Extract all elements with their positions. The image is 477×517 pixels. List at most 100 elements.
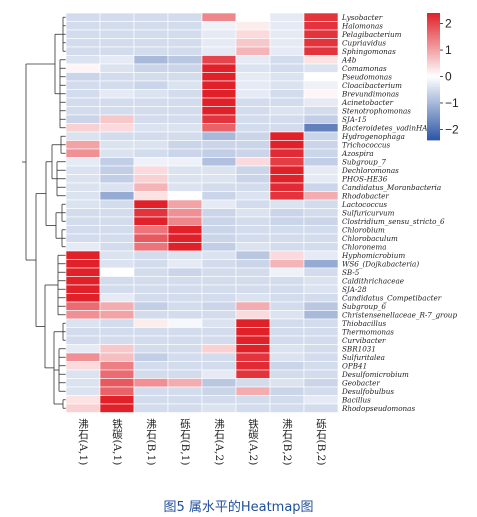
heatmap-cell [201,174,237,184]
heatmap-cell [201,131,237,141]
colorbar-segment [427,97,440,101]
colorbar-segment [427,25,440,29]
heatmap-cell [133,21,169,31]
heatmap-cell [201,284,237,294]
heatmap-cell [133,233,169,243]
heatmap-cell [133,242,169,252]
heatmap-cell [167,165,203,175]
heatmap-cell [303,165,339,175]
heatmap-cell [201,123,237,133]
heatmap-cell [167,293,203,303]
heatmap-cell [303,63,339,73]
row-label: Rhodobacter [341,191,389,200]
heatmap-cell [167,208,203,218]
heatmap-cell [269,242,305,252]
heatmap-cell [167,148,203,158]
heatmap-cell [65,174,101,184]
heatmap-cell [65,123,101,133]
colorbar-segment [427,17,440,20]
row-label: Trichococcus [342,140,391,149]
colorbar-segment [427,21,440,24]
heatmap-cell [235,72,271,82]
heatmap-cell [65,46,101,56]
heatmap-cell [201,242,237,252]
heatmap-cell [99,199,135,209]
heatmap-cell [167,310,203,320]
heatmap-cell [133,301,169,311]
heatmap-cell [167,106,203,116]
row-label: Halomonas [341,21,383,30]
colorbar-segment [427,15,440,18]
heatmap-cell [235,225,271,235]
colorbar-segment [427,93,440,96]
heatmap-cell [133,191,169,201]
heatmap-cell [133,361,169,371]
colorbar-segment [427,32,440,35]
row-label: Subgroup_6 [342,302,386,311]
heatmap-cell [201,38,237,48]
row-label: SJA-15 [342,115,367,124]
heatmap-cell [167,55,203,65]
colorbar-segment [427,127,440,130]
heatmap-cell [99,208,135,218]
colorbar-segment [427,82,440,86]
colorbar-segment [427,131,440,135]
heatmap-cell [303,157,339,167]
heatmap-cell [201,97,237,107]
colorbar-segment [427,104,440,107]
heatmap-cell [201,344,237,354]
heatmap-cell [167,114,203,124]
heatmap-cell [133,174,169,184]
heatmap-cell [133,352,169,362]
colorbar-segment [427,74,440,77]
colorbar-segment [427,91,440,94]
heatmap-cell [133,225,169,235]
heatmap-cell [167,191,203,201]
heatmap-cell [303,395,339,405]
colorbar-segment [427,70,440,73]
heatmap-cell [269,386,305,396]
heatmap-cell [269,131,305,141]
heatmap-cell [269,89,305,99]
row-label: Thiobacillus [342,319,386,328]
heatmap-cell [133,131,169,141]
heatmap-cell [235,344,271,354]
heatmap-cell [133,106,169,116]
heatmap-cell [65,72,101,82]
heatmap-cell [65,310,101,320]
heatmap-cell [65,97,101,107]
heatmap-cell [65,148,101,158]
colorbar-segment [427,36,440,39]
heatmap-cell [167,46,203,56]
colorbar-segment [427,123,440,126]
row-label: Lysobacter [341,13,383,22]
colorbar-segment [427,42,440,46]
heatmap-cell [303,182,339,192]
heatmap-cell [269,369,305,379]
heatmap-cell [303,361,339,371]
heatmap-cell [133,250,169,260]
heatmap-cell [65,63,101,73]
row-label: Hyphomicrobium [341,251,405,260]
colorbar-segment [427,34,440,37]
heatmap-cell [235,378,271,388]
row-label: Christensenellaceae_R-7_group [342,310,457,319]
row-label: Cupriavidus [342,38,386,47]
heatmap-cell [269,395,305,405]
heatmap-cell [167,233,203,243]
heatmap-cell [269,97,305,107]
heatmap-cell [201,165,237,175]
heatmap-cell [269,46,305,56]
heatmap-cell [235,89,271,99]
row-label: Comamonas [342,64,387,73]
heatmap-cell [303,335,339,345]
row-label: Sphingomonas [342,47,396,56]
heatmap-cell [99,191,135,201]
heatmap-cell [167,131,203,141]
heatmap-cell [269,12,305,22]
heatmap-cell [167,267,203,277]
heatmap-cell [133,378,169,388]
heatmap-cell [133,216,169,226]
heatmap-cell [99,378,135,388]
